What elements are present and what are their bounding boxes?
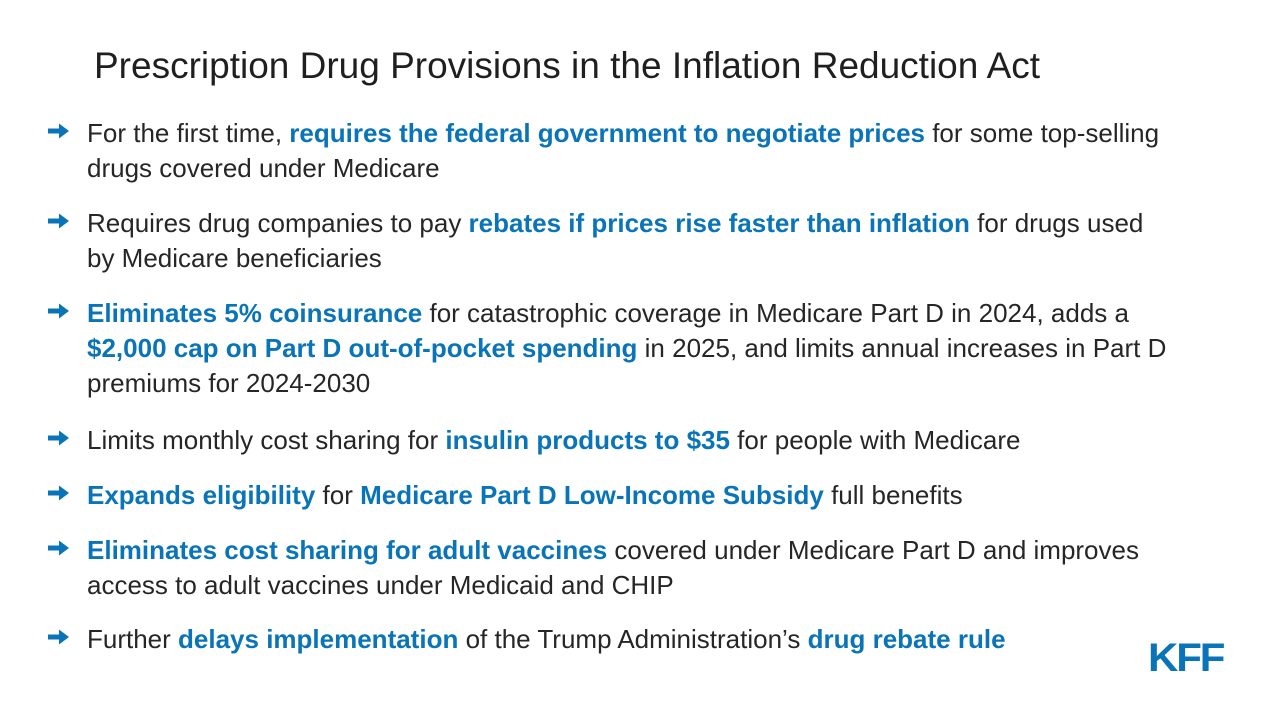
bullet-text: Eliminates 5% coinsurance for catastroph…: [87, 296, 1167, 401]
highlighted-phrase: delays implementation: [178, 624, 459, 654]
highlighted-phrase: Medicare Part D Low-Income Subsidy: [360, 480, 824, 510]
text-segment: For the first time,: [87, 118, 290, 148]
kff-logo: KFF: [1148, 636, 1225, 680]
right-arrow-icon: [48, 123, 69, 139]
text-segment: for catastrophic coverage in Medicare Pa…: [422, 298, 1129, 328]
text-segment: for: [315, 480, 361, 510]
right-arrow-icon: [48, 303, 69, 319]
text-segment: covered under Medicare Part D and improv…: [87, 535, 1139, 600]
bullet-text: Further delays implementation of the Tru…: [87, 622, 1167, 657]
highlighted-phrase: insulin products to $35: [445, 425, 730, 455]
text-segment: Limits monthly cost sharing for: [87, 425, 446, 455]
highlighted-phrase: Expands eligibility: [87, 480, 316, 510]
highlighted-phrase: $2,000 cap on Part D out-of-pocket spend…: [87, 333, 638, 363]
right-arrow-icon: [48, 485, 69, 501]
text-segment: of the Trump Administration’s: [458, 624, 808, 654]
slide-title: Prescription Drug Provisions in the Infl…: [94, 45, 1041, 86]
bullet-text: Eliminates cost sharing for adult vaccin…: [87, 533, 1167, 603]
text-segment: for drugs used by Medicare beneficiaries: [87, 208, 1144, 273]
text-segment: for people with Medicare: [729, 425, 1021, 455]
right-arrow-icon: [48, 213, 69, 229]
text-segment: in 2025, and limits annual increases in …: [87, 333, 1167, 398]
bullet-text: Expands eligibility for Medicare Part D …: [87, 478, 1167, 513]
text-segment: full benefits: [823, 480, 963, 510]
right-arrow-icon: [48, 629, 69, 645]
highlighted-phrase: drug rebate rule: [807, 624, 1006, 654]
right-arrow-icon: [48, 540, 69, 556]
text-segment: Requires drug companies to pay: [87, 208, 469, 238]
right-arrow-icon: [48, 430, 69, 446]
bullet-text: Limits monthly cost sharing for insulin …: [87, 423, 1167, 458]
highlighted-phrase: requires the federal government to negot…: [289, 118, 925, 148]
text-segment: for some top-selling drugs covered under…: [87, 118, 1160, 183]
bullet-text: For the first time, requires the federal…: [87, 116, 1167, 186]
text-segment: Further: [87, 624, 179, 654]
highlighted-phrase: Eliminates 5% coinsurance: [87, 298, 423, 328]
bullet-text: Requires drug companies to pay rebates i…: [87, 206, 1167, 276]
highlighted-phrase: rebates if prices rise faster than infla…: [468, 208, 970, 238]
highlighted-phrase: Eliminates cost sharing for adult vaccin…: [87, 535, 608, 565]
